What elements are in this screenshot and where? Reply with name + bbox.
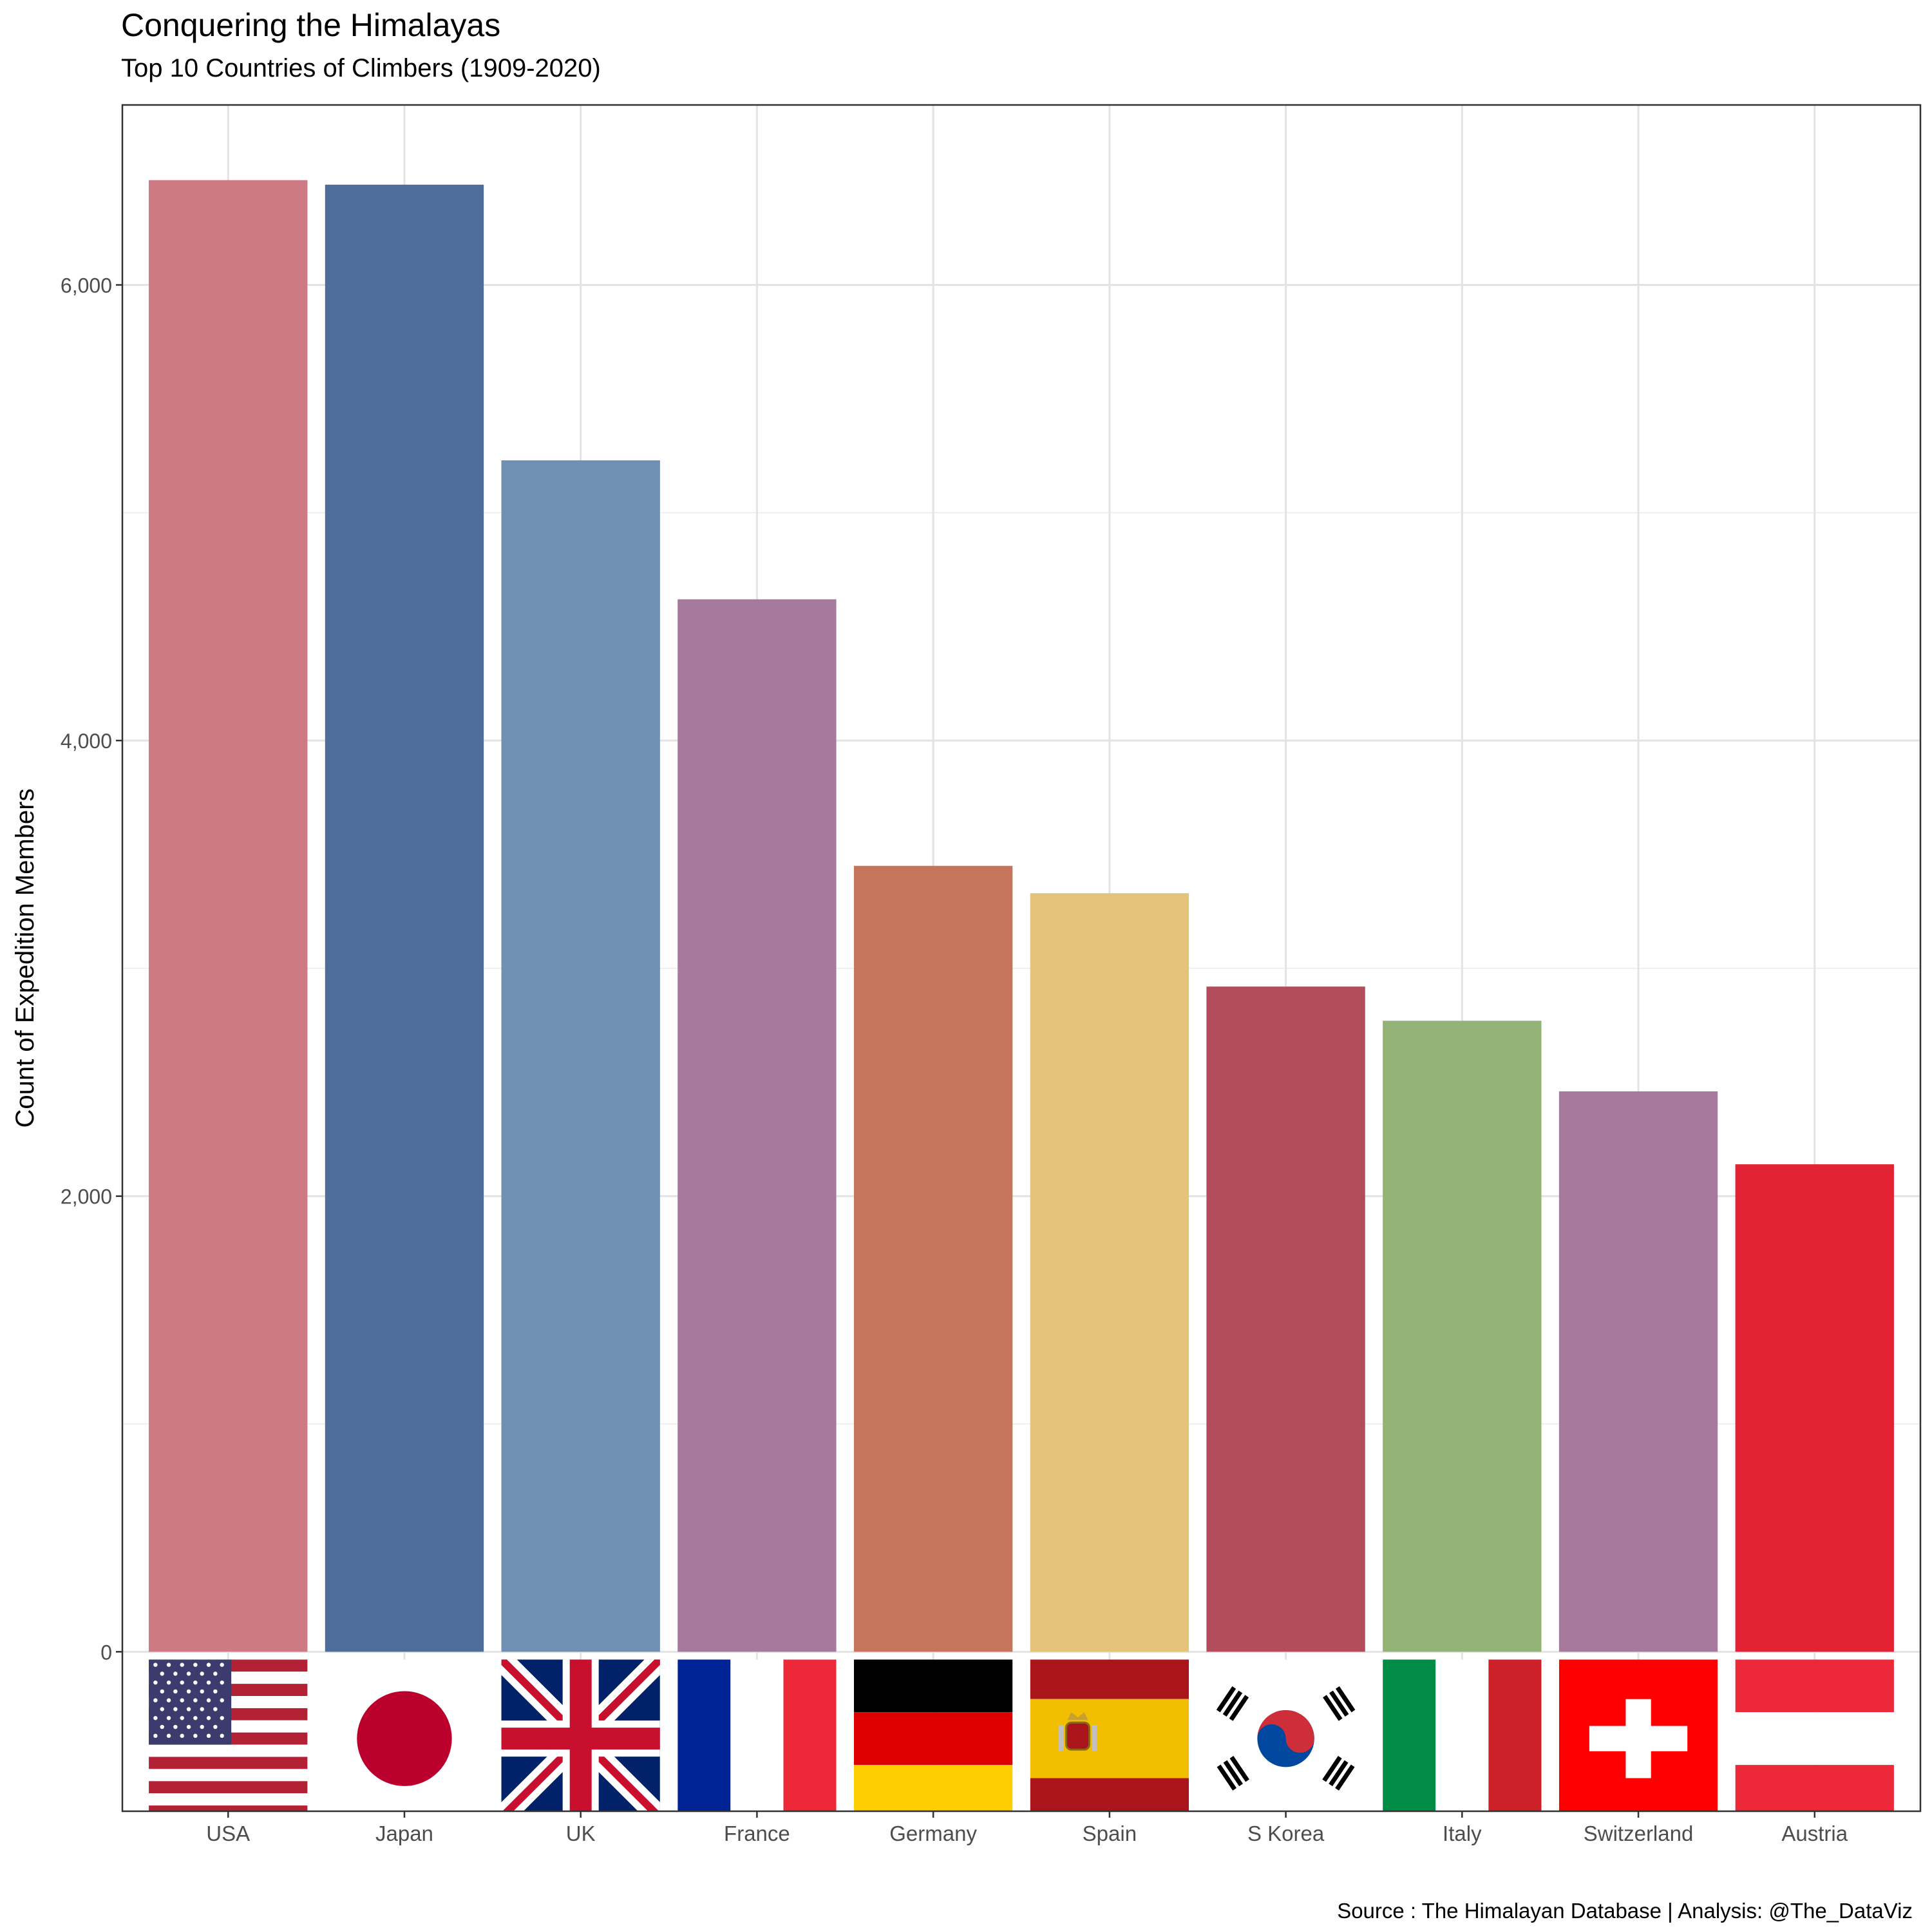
x-tick-label: Japan xyxy=(375,1822,433,1845)
france-flag xyxy=(677,1659,837,1811)
usa-flag xyxy=(149,1659,308,1811)
south-korea-flag xyxy=(1206,1659,1365,1811)
y-tick-label: 0 xyxy=(100,1641,112,1664)
chart-title: Conquering the Himalayas xyxy=(121,7,501,43)
austria-flag xyxy=(1735,1659,1894,1811)
bar-usa xyxy=(149,180,308,1652)
x-tick-label: Austria xyxy=(1781,1822,1848,1845)
bar-switzerland xyxy=(1558,1091,1718,1652)
y-axis-label: Count of Expedition Members xyxy=(11,789,39,1128)
bar-france xyxy=(677,599,837,1652)
x-tick-label: France xyxy=(724,1822,790,1845)
x-tick-label: Switzerland xyxy=(1584,1822,1694,1845)
y-tick-label: 6,000 xyxy=(61,274,112,297)
japan-flag xyxy=(325,1659,484,1811)
italy-flag xyxy=(1383,1659,1542,1811)
bar-uk xyxy=(501,460,660,1652)
uk-flag xyxy=(501,1659,660,1811)
chart-subtitle: Top 10 Countries of Climbers (1909-2020) xyxy=(121,54,601,82)
plot-border xyxy=(121,104,1922,1813)
x-tick-label: Spain xyxy=(1083,1822,1137,1845)
bar-germany xyxy=(853,865,1013,1652)
x-tick-label: Italy xyxy=(1443,1822,1482,1845)
spain-flag xyxy=(1030,1659,1189,1811)
germany-flag xyxy=(853,1659,1013,1811)
x-tick-label: Germany xyxy=(889,1822,977,1845)
chart-caption: Source : The Himalayan Database | Analys… xyxy=(1337,1899,1913,1923)
bar-austria xyxy=(1735,1164,1894,1652)
x-tick-label: S Korea xyxy=(1247,1822,1325,1845)
bar-japan xyxy=(325,184,484,1652)
bar-spain xyxy=(1030,893,1189,1652)
y-tick-label: 4,000 xyxy=(61,730,112,753)
bar-italy xyxy=(1383,1021,1542,1652)
bar-s-korea xyxy=(1206,986,1365,1652)
x-tick-label: USA xyxy=(206,1822,250,1845)
switzerland-flag xyxy=(1558,1659,1718,1811)
y-tick-label: 2,000 xyxy=(61,1185,112,1209)
x-tick-label: UK xyxy=(566,1822,596,1845)
